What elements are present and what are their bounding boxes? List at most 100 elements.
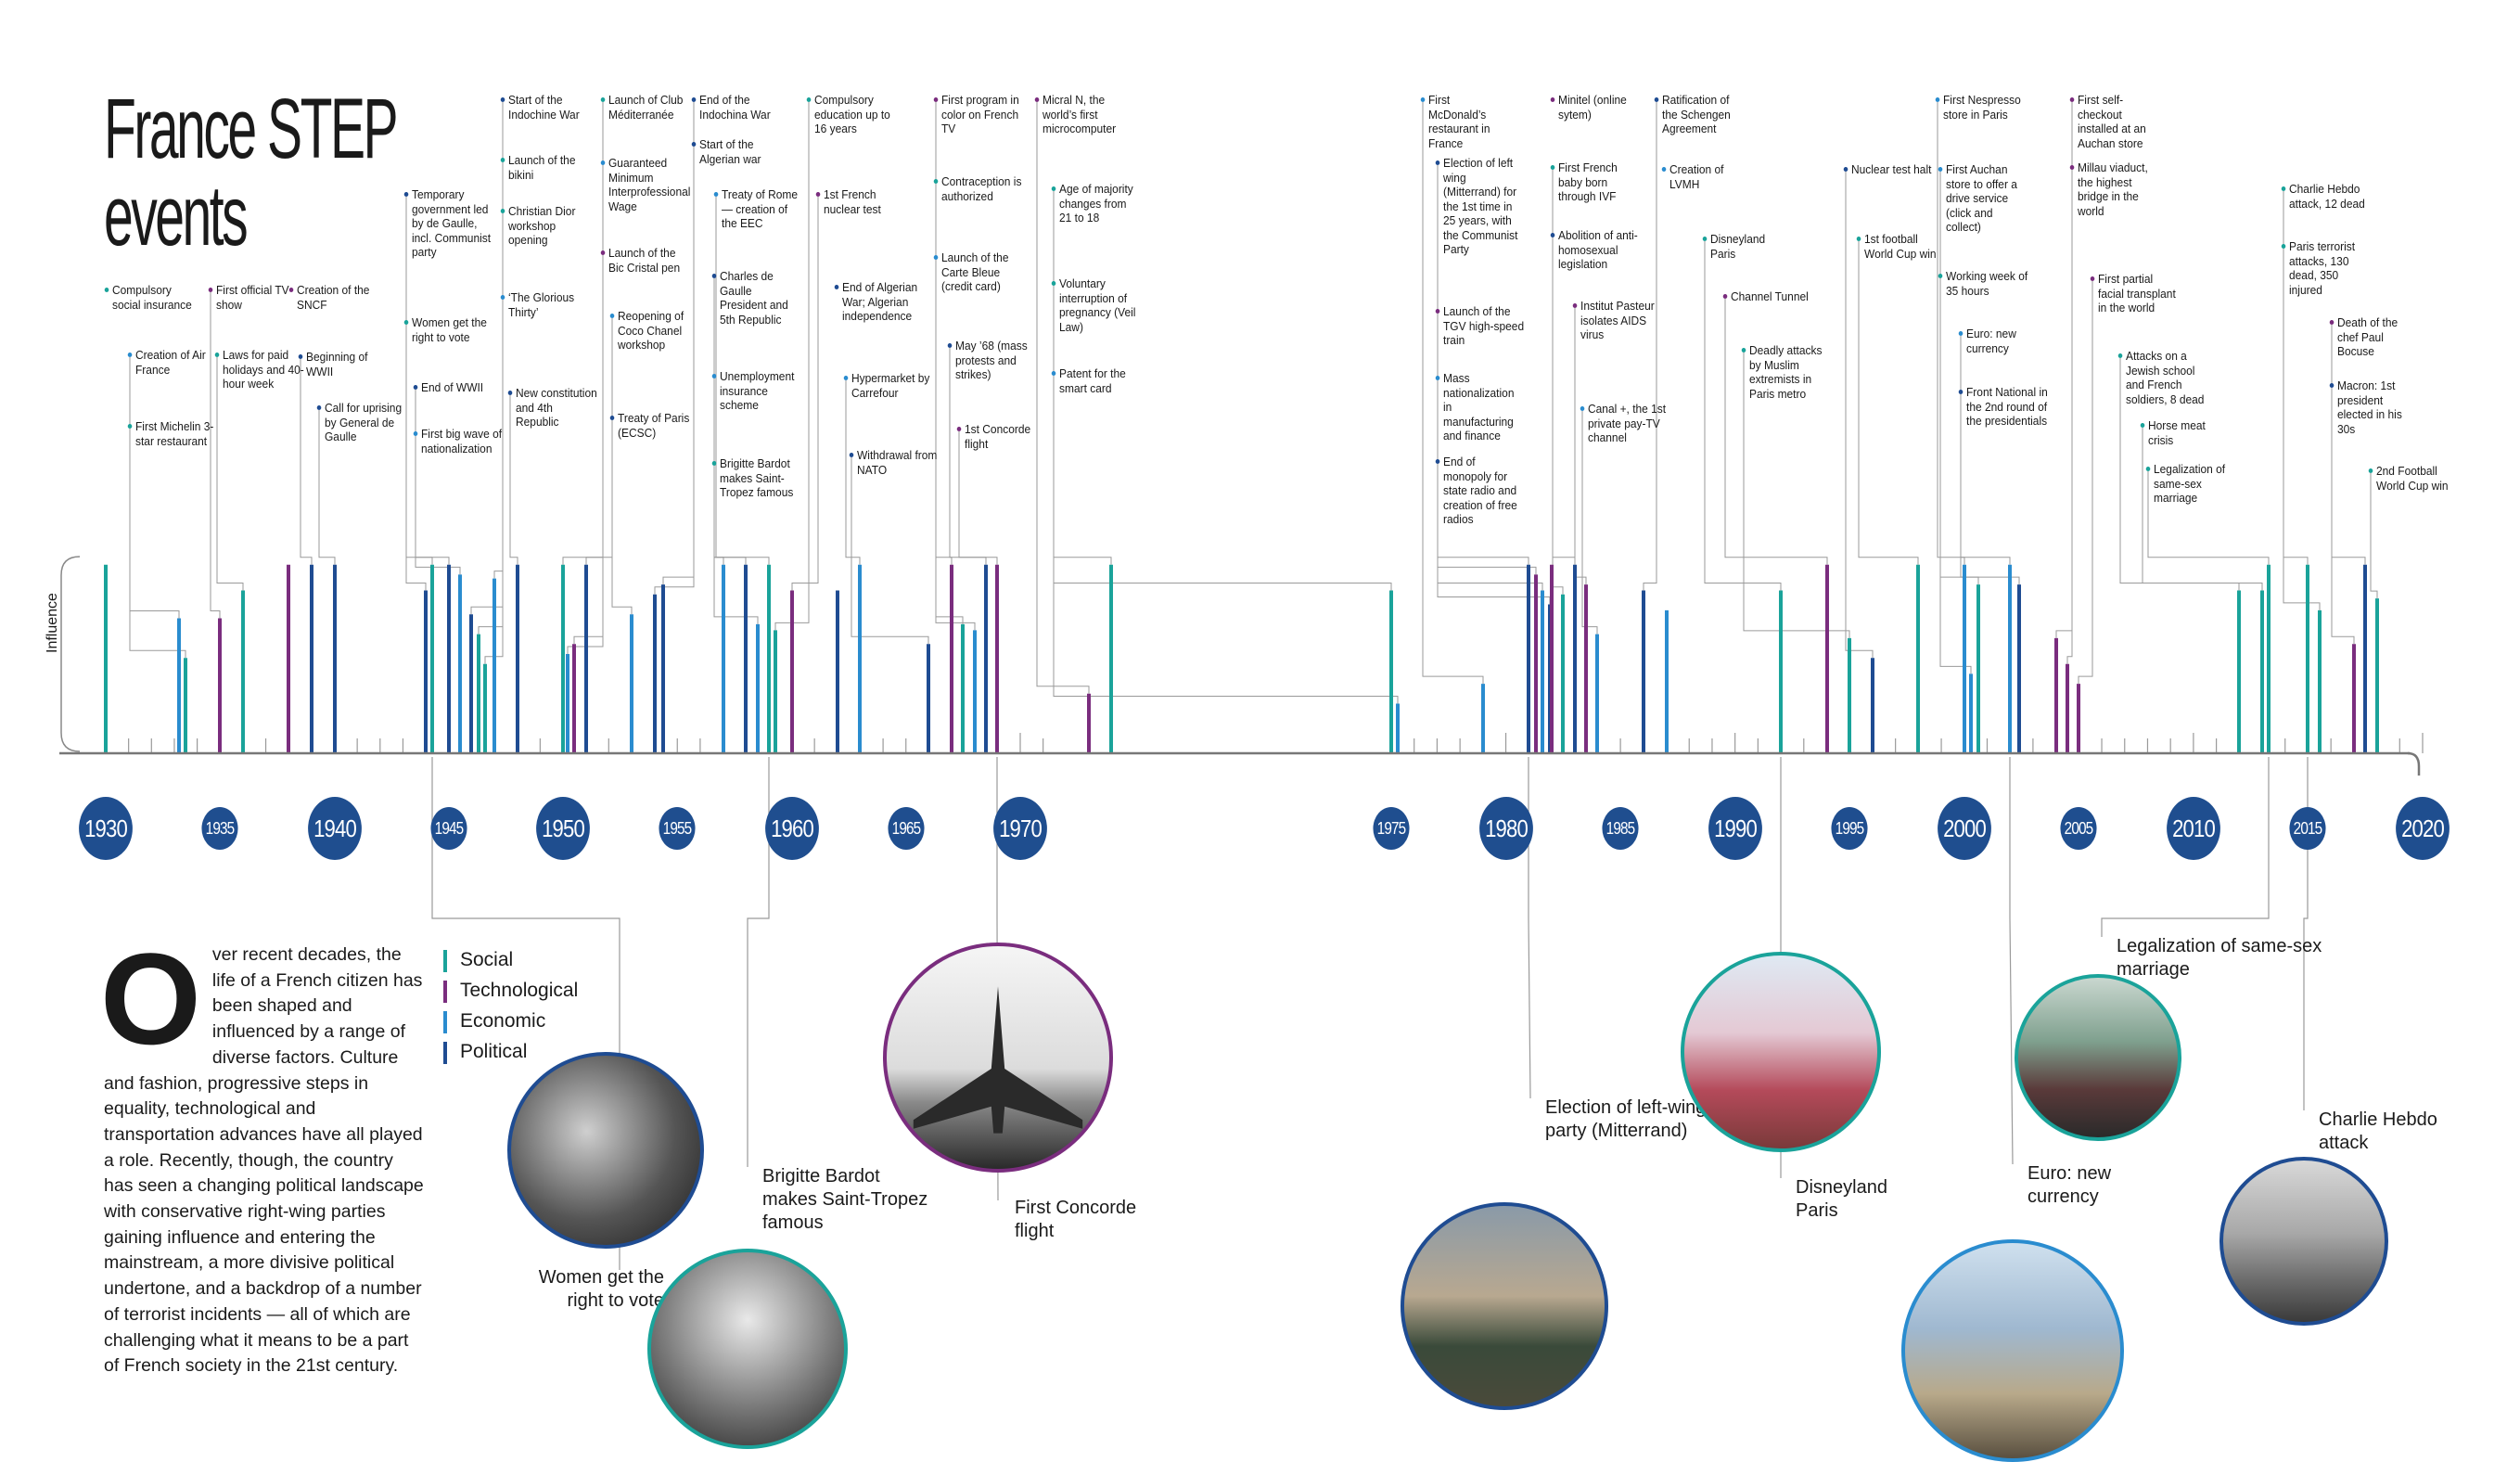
event-connector bbox=[129, 357, 180, 619]
event-label: Institut Pasteur isolates AIDS virus bbox=[1572, 299, 1662, 342]
event-connector bbox=[2147, 471, 2270, 565]
year-marker-2000: 2000 bbox=[1937, 797, 1991, 860]
event-connector bbox=[1724, 299, 1828, 565]
event-label: Compulsory education up to 16 years bbox=[806, 93, 896, 136]
title-line-1: France STEP bbox=[104, 82, 399, 176]
event-label: Front National in the 2nd round of the p… bbox=[1958, 385, 2048, 428]
year-marker-1965: 1965 bbox=[888, 807, 925, 850]
event-label: Brigitte Bardot makes Saint-Tropez famou… bbox=[711, 456, 801, 500]
intro-text: ver recent decades, the life of a French… bbox=[104, 944, 424, 1377]
event-label: Creation of Air France bbox=[127, 348, 217, 377]
concorde-icon bbox=[913, 986, 1083, 1134]
event-label: Ratification of the Schengen Agreement bbox=[1654, 93, 1744, 136]
same-sex-marriage-photo bbox=[2015, 974, 2181, 1141]
event-connector bbox=[2078, 281, 2093, 685]
event-label: 1st football World Cup win bbox=[1856, 232, 1946, 261]
event-label: Patent for the smart card bbox=[1051, 366, 1141, 395]
callout-connector bbox=[1528, 757, 1531, 1099]
event-connector bbox=[2066, 170, 2073, 664]
callout-label: Brigitte Bardot makes Saint-Tropez famou… bbox=[762, 1166, 928, 1233]
event-connector bbox=[774, 102, 810, 631]
callout-connector bbox=[2101, 757, 2270, 937]
charlie-hebdo-photo bbox=[2219, 1157, 2388, 1326]
event-label: Women get the right to vote bbox=[403, 315, 493, 344]
event-label: Working week of 35 hours bbox=[1938, 269, 2028, 298]
event-label: First official TV show bbox=[208, 283, 298, 312]
year-marker-2005: 2005 bbox=[2060, 807, 2097, 850]
event-label: First partial facial transplant in the w… bbox=[2090, 272, 2180, 315]
event-connector bbox=[713, 378, 759, 624]
event-label: Disneyland Paris bbox=[1702, 232, 1792, 261]
event-label: Abolition of anti-homosexual legislation bbox=[1550, 228, 1640, 272]
year-marker-1960: 1960 bbox=[764, 797, 819, 860]
event-label: May ’68 (mass protests and strikes) bbox=[947, 339, 1037, 382]
event-label: Start of the Algerian war bbox=[691, 137, 781, 166]
year-marker-1975: 1975 bbox=[1373, 807, 1410, 850]
event-connector bbox=[509, 395, 518, 565]
event-label: First big wave of nationalization bbox=[413, 427, 503, 455]
influence-bracket bbox=[60, 556, 81, 752]
event-label: First program in color on French TV bbox=[933, 93, 1023, 136]
event-label: First self-checkout installed at an Auch… bbox=[2069, 93, 2159, 150]
event-connector bbox=[2283, 249, 2321, 610]
callout-label: Legalization of same-sex marriage bbox=[2117, 936, 2322, 980]
event-label: Temporary government led by de Gaulle, i… bbox=[403, 187, 493, 260]
legend-item-social: Social bbox=[443, 944, 578, 975]
year-marker-1930: 1930 bbox=[79, 797, 133, 860]
event-connector bbox=[1643, 102, 1657, 591]
event-label: Hypermarket by Carrefour bbox=[843, 371, 933, 400]
event-connector bbox=[791, 197, 819, 591]
event-label: New constitution and 4th Republic bbox=[507, 386, 597, 429]
event-label: First Nespresso store in Paris bbox=[1935, 93, 2025, 122]
event-connector bbox=[1422, 102, 1484, 685]
event-label: First Michelin 3-star restaurant bbox=[127, 419, 217, 448]
year-marker-1955: 1955 bbox=[659, 807, 696, 850]
event-connector bbox=[1937, 102, 1965, 565]
year-marker-1970: 1970 bbox=[993, 797, 1047, 860]
event-connector bbox=[935, 102, 953, 565]
year-marker-1980: 1980 bbox=[1478, 797, 1533, 860]
event-label: Attacks on a Jewish school and French so… bbox=[2117, 349, 2207, 406]
event-label: Withdrawal from NATO bbox=[849, 448, 938, 477]
year-marker-2010: 2010 bbox=[2166, 797, 2220, 860]
event-label: First French baby born through IVF bbox=[1550, 160, 1640, 204]
event-label: Charles de Gaulle President and 5th Repu… bbox=[711, 269, 801, 327]
event-connector bbox=[713, 466, 770, 565]
event-label: Macron: 1st president elected in his 30s bbox=[2329, 378, 2419, 436]
year-marker-1935: 1935 bbox=[201, 807, 238, 850]
event-label: 1st Concorde flight bbox=[956, 422, 1046, 451]
callout-label: Charlie Hebdo attack bbox=[2319, 1109, 2437, 1153]
callout-label: Disneyland Paris bbox=[1796, 1177, 1887, 1221]
event-connector bbox=[470, 102, 504, 615]
event-connector bbox=[415, 390, 450, 565]
event-connector bbox=[216, 357, 244, 591]
event-label: Treaty of Rome — creation of the EEC bbox=[713, 187, 803, 231]
event-connector bbox=[1845, 172, 1874, 659]
event-connector bbox=[611, 318, 633, 615]
callout-label: Election of left-wing party (Mitterrand) bbox=[1545, 1097, 1707, 1141]
event-label: Launch of the Bic Cristal pen bbox=[600, 246, 690, 275]
year-marker-1995: 1995 bbox=[1831, 807, 1868, 850]
event-label: Guaranteed Minimum Interprofessional Wag… bbox=[600, 156, 691, 213]
event-label: Paris terrorist attacks, 130 dead, 350 i… bbox=[2281, 239, 2371, 297]
page-title: France STEP events bbox=[104, 82, 399, 260]
event-connector bbox=[415, 436, 461, 575]
event-label: Treaty of Paris (ECSC) bbox=[609, 411, 699, 440]
concorde-photo bbox=[883, 943, 1113, 1173]
event-connector bbox=[2370, 473, 2378, 599]
year-marker-2020: 2020 bbox=[2396, 797, 2450, 860]
event-label: Age of majority changes from 21 to 18 bbox=[1051, 182, 1141, 225]
dropcap: O bbox=[100, 926, 201, 1071]
event-connector bbox=[1960, 336, 2011, 565]
event-label: Death of the chef Paul Bocuse bbox=[2329, 315, 2419, 359]
event-connector bbox=[1053, 376, 1399, 704]
event-connector bbox=[1858, 241, 1919, 565]
women-vote-photo bbox=[507, 1052, 704, 1249]
event-label: Euro: new currency bbox=[1958, 327, 2048, 355]
event-connector bbox=[935, 260, 976, 631]
event-label: 1st French nuclear test bbox=[815, 187, 905, 216]
event-label: Launch of the bikini bbox=[500, 153, 590, 182]
legend-item-economic: Economic bbox=[443, 1006, 578, 1036]
event-connector bbox=[1552, 237, 1576, 565]
